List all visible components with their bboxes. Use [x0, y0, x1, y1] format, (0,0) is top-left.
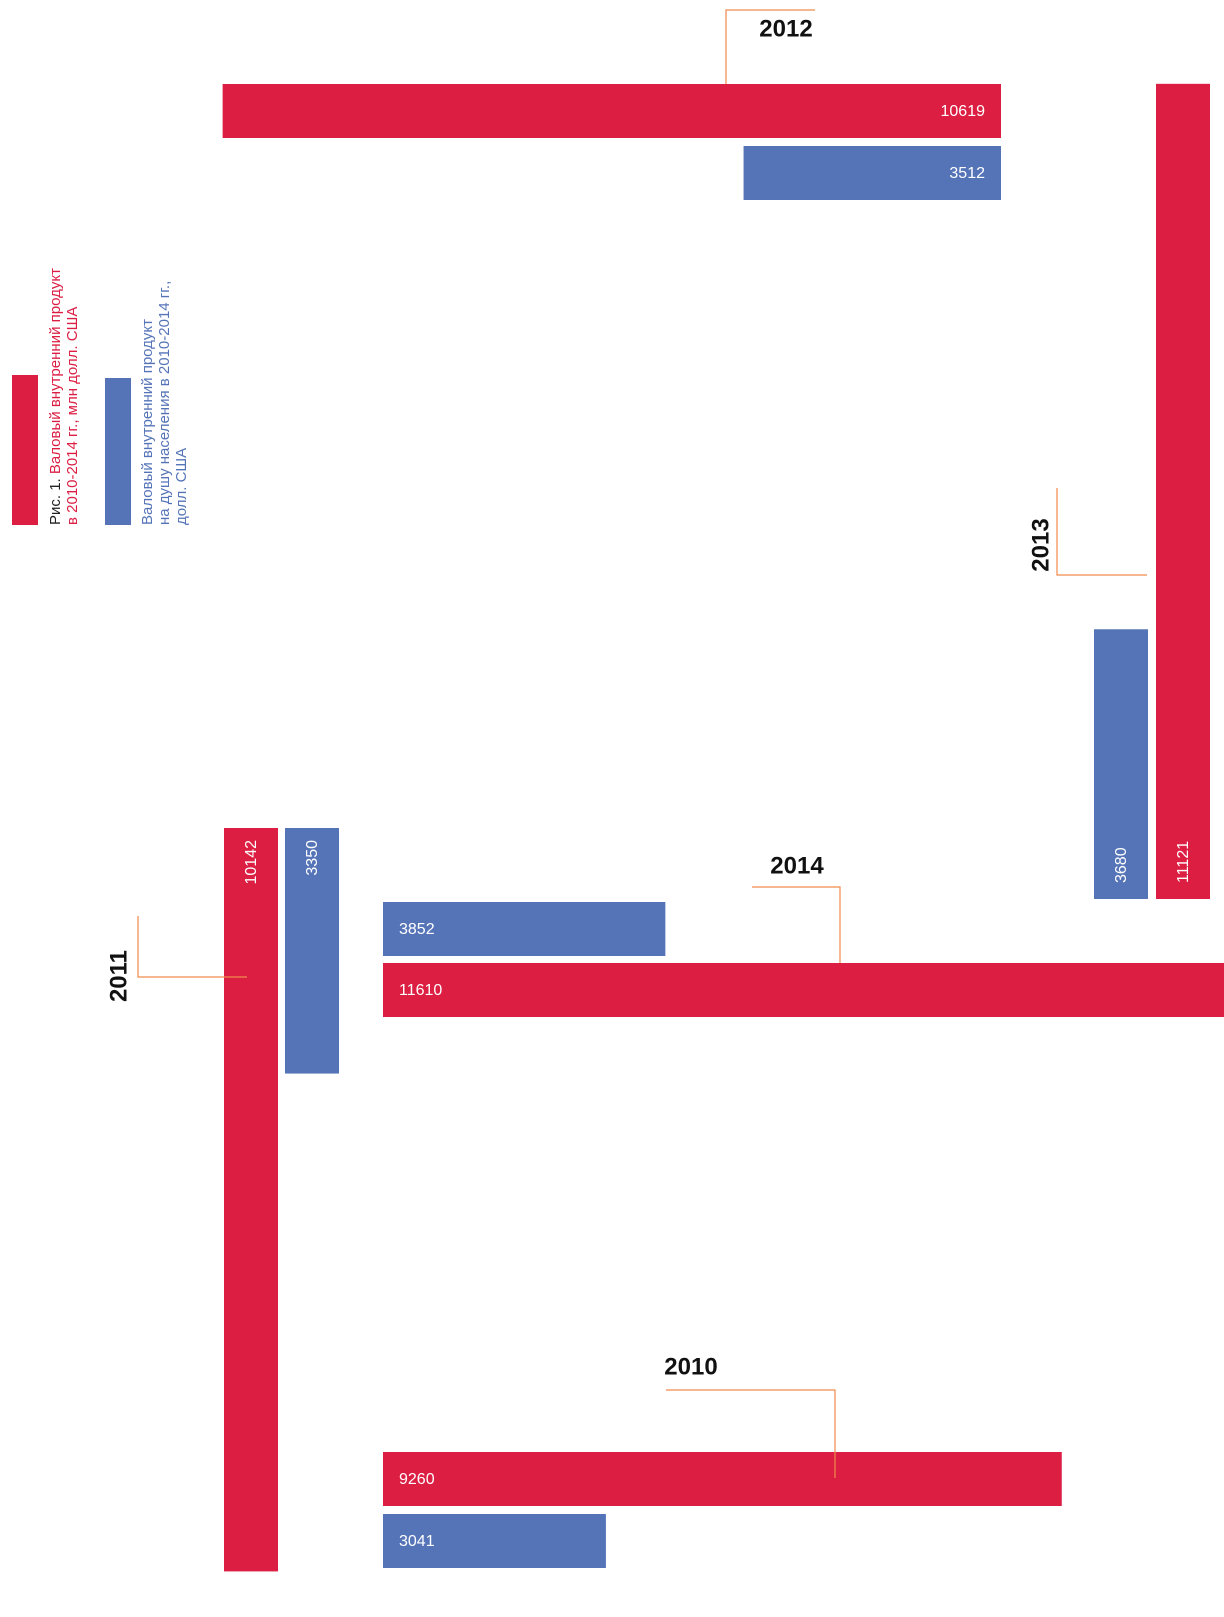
bar [224, 828, 278, 1572]
year-label: 2014 [770, 852, 824, 879]
bar [285, 828, 339, 1074]
year-label: 2011 [105, 950, 132, 1002]
bar [743, 146, 1001, 200]
year-label: 2013 [1027, 518, 1054, 571]
bar [1094, 629, 1148, 899]
legend-entry: Рис. 1. Валовый внутренний продукт в 201… [47, 165, 81, 525]
value-label: 10142 [243, 840, 260, 885]
leader-line [752, 886, 841, 963]
value-label: 3350 [304, 840, 321, 876]
legend-swatch [12, 375, 38, 525]
value-label: 3852 [399, 921, 435, 938]
leader-line [1056, 488, 1147, 576]
bar [1156, 83, 1210, 900]
leader-line [666, 1389, 836, 1478]
year-label: 2010 [664, 1353, 717, 1380]
leader-line [137, 916, 247, 978]
figure-label: Рис. 1. [47, 478, 64, 525]
value-label: 3512 [949, 165, 985, 182]
value-label: 9260 [399, 1471, 435, 1488]
bar [383, 963, 1224, 1017]
legend-swatch [105, 378, 131, 525]
leader-line [725, 9, 815, 84]
value-label: 3680 [1113, 847, 1130, 883]
bar [383, 1514, 606, 1568]
bar [383, 1452, 1062, 1506]
value-label: 3041 [399, 1533, 435, 1550]
year-label: 2012 [759, 15, 812, 42]
legend-label: Валовый внутренний продукт на душу насел… [139, 280, 190, 525]
value-label: 11610 [399, 982, 442, 999]
legend-entry: Валовый внутренний продукт на душу насел… [139, 165, 190, 525]
value-label: 10619 [941, 103, 986, 120]
bar [383, 902, 666, 956]
bar [222, 84, 1001, 138]
value-label: 11121 [1175, 841, 1192, 883]
